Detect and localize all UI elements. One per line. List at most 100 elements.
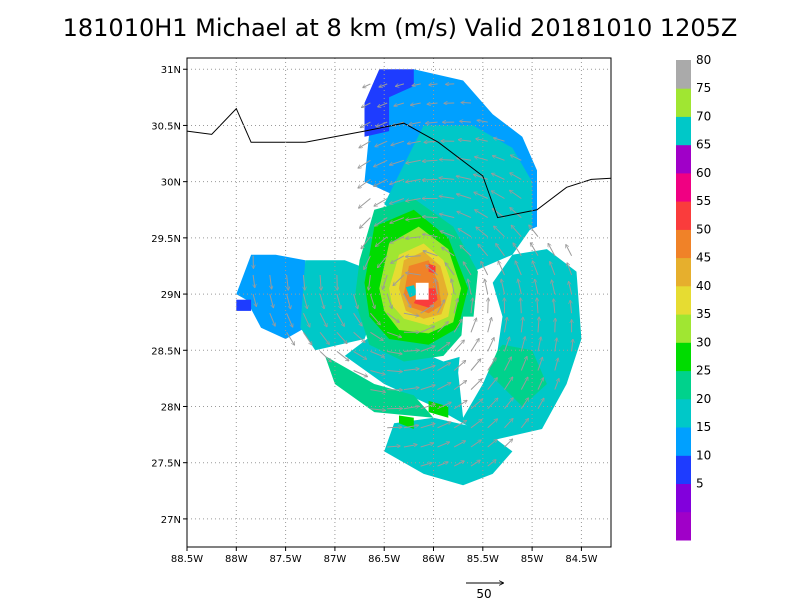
wind-vector-217 [408,140,421,144]
wind-vector-42 [520,377,528,390]
wind-vector-147 [550,262,556,276]
x-tick-label-2: 87.5W [270,554,302,565]
wind-vector-174 [360,217,371,229]
colorbar: 5 10 15 20 25 30 35 40 45 50 55 60 65 70 75 80 [676,53,711,541]
wind-vector-63 [403,350,419,351]
y-tick-label-2: 28N [161,402,181,413]
colorbar-label-14: 70 [696,110,711,124]
wind-vector-191 [474,192,488,199]
colorbar-swatch-11 [676,201,691,230]
colorbar-label-15: 75 [696,81,711,95]
wind-vector-31 [520,398,528,409]
wind-vector-20 [504,419,513,429]
wind-region-25-4 [384,125,533,272]
colorbar-swatch-1 [676,483,691,513]
wind-vector-103 [453,299,458,314]
wind-vector-207 [406,159,421,163]
wind-vector-114 [302,293,307,308]
wind-vector-53 [487,358,496,371]
chart-title: 181010H1 Michael at 8 km (m/s) Valid 201… [62,14,738,42]
wind-vector-178 [423,217,438,218]
wind-vector-15 [420,424,435,429]
x-tick-label-4: 86.5W [368,554,400,565]
wind-vector-51 [453,361,465,371]
y-tick-label-7: 30.5N [151,121,181,132]
wind-vector-124 [485,279,489,295]
wind-vector-123 [468,279,472,295]
wind-vector-195 [374,178,388,186]
colorbar-swatch-14 [676,116,691,146]
wind-vector-38 [453,381,466,391]
wind-vectors [253,84,573,467]
x-tick-label-5: 86W [422,554,445,565]
wind-vector-49 [420,366,435,371]
wind-vector-184 [359,198,371,209]
wind-vector-59 [336,351,349,360]
wind-vector-220 [459,140,472,142]
wind-vector-154 [423,251,438,257]
wind-vector-126 [518,279,522,295]
colorbar-swatch-10 [676,229,691,259]
wind-vector-33 [370,389,385,393]
colorbar-label-4: 20 [696,392,711,406]
wind-vector-231 [362,102,371,107]
colorbar-label-3: 15 [696,420,711,434]
reference-vector-label: 50 [476,587,491,600]
wind-vector-160 [531,243,539,257]
wind-vector-35 [403,388,419,391]
wind-vector-85 [470,318,476,333]
wind-vector-36 [420,385,435,391]
wind-vector-227 [426,122,438,123]
wind-vector-192 [492,191,505,199]
wind-vector-125 [501,279,505,295]
wind-vector-163 [361,236,371,249]
wind-vector-170 [476,227,489,238]
wind-vector-6 [403,445,417,448]
wind-vector-99 [386,312,399,322]
colorbar-swatch-16 [676,60,691,89]
wind-vector-117 [353,293,358,308]
wind-vector-139 [406,273,421,276]
grid-lines [187,58,611,547]
wind-vector-131 [270,274,272,289]
wind-vector-187 [406,198,421,202]
wind-vector-1 [437,462,449,467]
wind-vector-110 [570,301,571,314]
wind-vector-24 [403,406,419,410]
wind-vector-145 [515,261,522,276]
wind-vector-112 [269,293,274,308]
wind-vector-212 [493,156,505,161]
wind-vector-19 [487,419,498,429]
wind-vector-46 [370,370,385,375]
colorbar-swatch-5 [676,370,691,400]
wind-vector-203 [510,173,522,180]
wind-vector-232 [378,102,388,107]
wind-vector-159 [513,243,522,257]
wind-vector-47 [387,371,402,372]
wind-vector-179 [440,214,455,219]
wind-vector-50 [437,363,451,371]
wind-vector-88 [521,317,523,333]
wind-vector-233 [394,102,405,106]
wind-vector-105 [488,298,489,314]
wind-vector-177 [406,217,421,220]
wind-vector-80 [387,331,401,337]
colorbar-swatch-7 [676,314,691,343]
wind-vector-76 [319,331,329,344]
y-tick-label-5: 29.5N [151,234,181,245]
wind-vector-167 [423,234,438,238]
wind-vector-17 [453,421,466,429]
colorbar-label-10: 50 [696,222,711,236]
colorbar-label-8: 40 [696,279,711,293]
wind-vector-199 [439,178,455,180]
wind-vector-165 [390,236,405,243]
y-tick-label-4: 29N [161,290,181,301]
wind-vector-213 [511,155,522,161]
wind-vector-235 [427,103,438,104]
plot-frame [186,57,612,548]
wind-vector-223 [360,121,371,127]
wind-vector-27 [453,401,467,410]
wind-vector-26 [437,402,452,410]
wind-vector-39 [470,379,482,390]
wind-vector-173 [529,225,539,238]
